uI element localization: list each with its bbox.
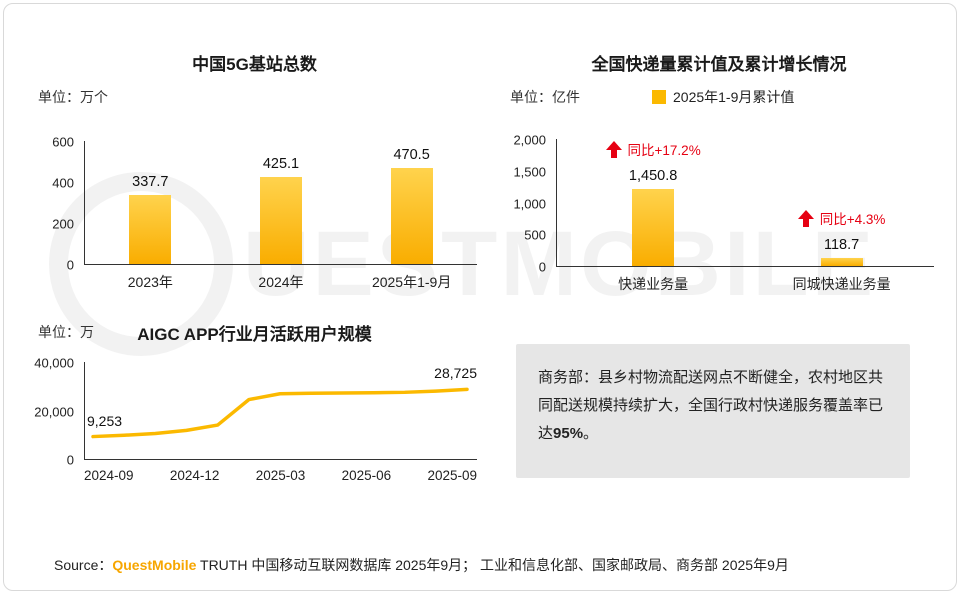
y-axis-labels: 0 500 1,000 1,500 2,000	[504, 133, 556, 275]
chart-title: 中国5G基站总数	[192, 55, 317, 74]
growth-label: 同比+4.3%	[819, 212, 886, 228]
bar-chart-plot-area: 0 500 1,000 1,500 2,000 同比+17.2% 1,450.8 快递业务量…	[504, 133, 934, 292]
y-tick-label: 0	[66, 452, 74, 468]
chart-title: 全国快递量累计值及累计增长情况	[591, 55, 847, 74]
category-label: 快递业务量	[618, 276, 689, 292]
category-label: 2023年	[127, 274, 173, 290]
legend: 2025年1-9月累计值	[652, 87, 794, 107]
growth-annotation: 同比+4.3%	[797, 208, 886, 228]
x-tick-label: 2025-03	[255, 468, 306, 483]
x-tick-label: 2024-12	[169, 468, 220, 483]
bar-group: 470.5 2025年1-9月	[372, 141, 451, 290]
category-label: 同城快递业务量	[792, 276, 891, 292]
y-axis-labels: 0 20,000 40,000	[32, 356, 84, 468]
up-arrow-icon	[797, 209, 814, 227]
up-arrow-icon	[605, 140, 622, 158]
chart-aigc-mau: 单位：万 AIGC APP行业月活跃用户规模 0 20,000 40,000 9,2…	[32, 320, 477, 483]
bar-value-label: 1,450.8	[628, 168, 678, 184]
plot: 同比+17.2% 1,450.8 快递业务量 同比+4.3% 118.7 同城快递业务量	[556, 139, 934, 292]
source-rest: TRUTH 中国移动互联网数据库 2025年9月； 工业和信息化部、国家邮政局、…	[196, 557, 789, 573]
legend-swatch-icon	[652, 90, 666, 104]
y-tick-label: 0	[538, 259, 546, 275]
quote-box: 商务部：县乡村物流配送网点不断健全，农村地区共同配送规模持续扩大，全国行政村快递…	[516, 344, 910, 478]
y-tick-label: 20,000	[34, 404, 74, 419]
bar	[259, 176, 302, 264]
bar-group: 337.7 2023年	[128, 141, 173, 290]
category-label: 2025年1-9月	[371, 274, 452, 290]
growth-annotation: 同比+17.2%	[605, 139, 701, 159]
y-tick-label: 200	[52, 216, 74, 232]
infographic-card: UESTMOBILE 中国5G基站总数 单位：万个 0 200 400 600 337…	[3, 3, 957, 591]
unit-label: 单位：亿件	[510, 89, 580, 105]
x-tick-label: 2025-09	[427, 468, 477, 483]
y-tick-label: 500	[524, 227, 546, 243]
growth-label: 同比+17.2%	[627, 143, 701, 158]
x-tick-label: 2025-06	[341, 468, 392, 483]
bar-value-label: 470.5	[393, 146, 430, 163]
x-tick-label: 2024-09	[84, 468, 134, 483]
plot: 337.7 2023年 425.1 2024年 470.5 2025年1-9月	[84, 141, 477, 290]
first-point-label: 9,253	[87, 412, 123, 429]
bar-group: 同比+4.3% 118.7 同城快递业务量	[793, 139, 891, 292]
y-tick-label: 600	[52, 134, 74, 150]
bar	[632, 189, 675, 266]
unit-label: 单位：万	[38, 324, 94, 340]
chart-express-delivery: 全国快递量累计值及累计增长情况 单位：亿件 2025年1-9月累计值 0 500 1…	[504, 50, 934, 292]
bar	[820, 258, 863, 266]
line-series	[91, 387, 469, 439]
bar	[390, 167, 433, 264]
plot: 9,253 28,725	[84, 362, 477, 460]
bar	[129, 194, 172, 264]
quote-highlight: 95%	[553, 424, 584, 442]
y-tick-label: 2,000	[513, 132, 546, 148]
title-row: 单位：万 AIGC APP行业月活跃用户规模	[32, 320, 477, 344]
y-tick-label: 40,000	[34, 355, 74, 371]
bar-value-label: 118.7	[824, 237, 860, 254]
chart-5g-base-stations: 中国5G基站总数 单位：万个 0 200 400 600 337.7 2023年 425.…	[32, 50, 477, 290]
line-chart-plot-area: 0 20,000 40,000 9,253 28,725	[32, 356, 477, 468]
y-tick-label: 1,000	[513, 196, 546, 211]
unit-label: 单位：万个	[38, 89, 108, 105]
bar-group: 425.1 2024年	[258, 141, 303, 290]
bar-value-label: 337.7	[132, 173, 169, 190]
y-axis-labels: 0 200 400 600	[32, 135, 84, 273]
last-point-label: 28,725	[434, 365, 477, 382]
y-tick-label: 0	[66, 257, 74, 273]
y-tick-label: 1,500	[513, 164, 546, 180]
unit-row: 单位：亿件 2025年1-9月累计值	[504, 87, 934, 107]
bar-value-label: 425.1	[262, 155, 300, 172]
source-label: Source：	[54, 557, 113, 573]
bar-group: 同比+17.2% 1,450.8 快递业务量	[605, 139, 701, 292]
legend-label: 2025年1-9月累计值	[673, 89, 795, 105]
unit-row: 单位：万个	[32, 87, 477, 107]
category-label: 2024年	[258, 274, 304, 290]
bar-chart-plot-area: 0 200 400 600 337.7 2023年 425.1 2024年 470.5 2025…	[32, 135, 477, 290]
quote-text-end: 。	[583, 424, 599, 442]
y-tick-label: 400	[52, 175, 74, 191]
chart-title: AIGC APP行业月活跃用户规模	[137, 325, 372, 344]
brand-questmobile: QuestMobile	[112, 557, 197, 573]
source-line: Source：QuestMobile TRUTH 中国移动互联网数据库 2025…	[54, 555, 789, 575]
x-axis-labels: 2024-09 2024-12 2025-03 2025-06 2025-09	[84, 468, 477, 483]
quote-text: 商务部：县乡村物流配送网点不断健全，农村地区共同配送规模持续扩大，全国行政村快递…	[538, 369, 884, 442]
